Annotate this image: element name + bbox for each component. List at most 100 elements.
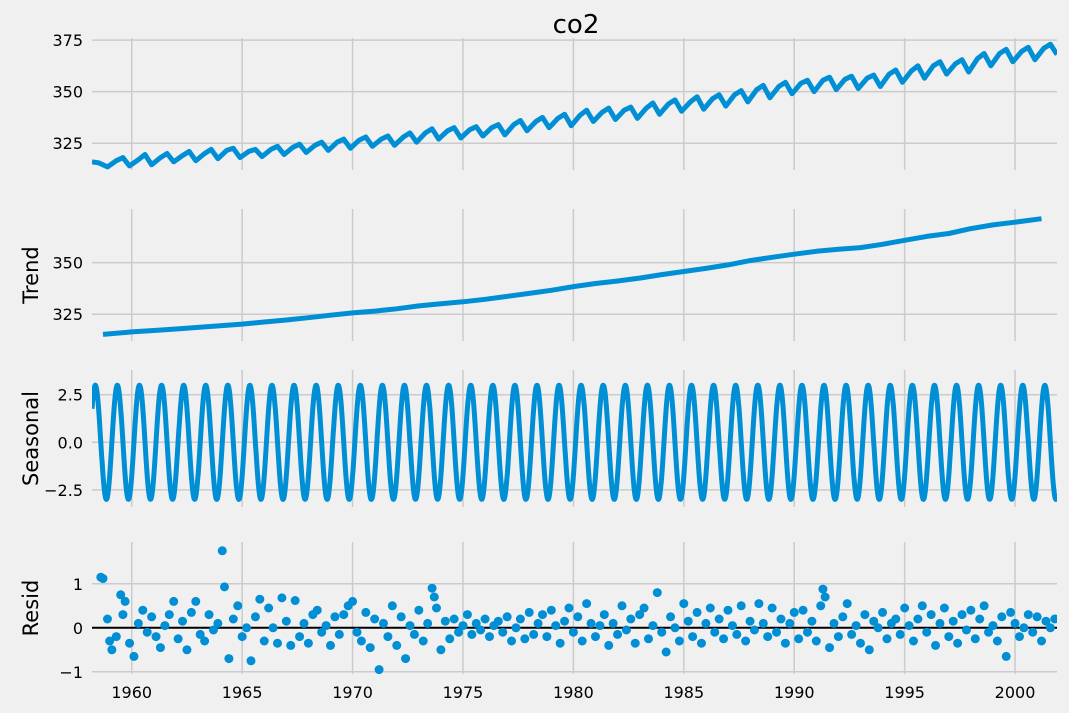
resid-point <box>392 640 402 650</box>
resid-point <box>476 625 486 635</box>
y-tick-label: 325 <box>52 305 83 324</box>
resid-point <box>1037 636 1047 646</box>
resid-point <box>754 599 764 609</box>
resid-point <box>286 640 296 650</box>
resid-point <box>427 583 437 593</box>
resid-point <box>679 599 689 609</box>
resid-point <box>997 612 1007 622</box>
figure-title: co2 <box>553 10 600 40</box>
resid-point <box>178 616 188 626</box>
resid-point <box>604 640 614 650</box>
resid-point <box>361 607 371 617</box>
resid-point <box>317 627 327 637</box>
resid-point <box>1010 618 1020 628</box>
resid-point <box>321 621 331 631</box>
y-tick-label: 375 <box>52 31 83 50</box>
resid-point <box>1028 627 1038 637</box>
resid-point <box>551 621 561 631</box>
resid-point <box>613 629 623 639</box>
resid-point <box>780 638 790 648</box>
resid-point <box>462 610 472 620</box>
resid-point <box>204 610 214 620</box>
panel-trend: 325 350 Trend <box>19 209 1057 341</box>
resid-point <box>701 618 711 628</box>
x-tick-label: 1975 <box>443 683 484 702</box>
resid-point <box>785 618 795 628</box>
resid-point <box>873 623 883 633</box>
resid-point <box>582 599 592 609</box>
resid-point <box>147 612 157 622</box>
resid-point <box>228 614 238 624</box>
resid-point <box>590 632 600 642</box>
resid-point <box>560 616 570 626</box>
resid-point <box>436 645 446 655</box>
resid-point <box>621 625 631 635</box>
resid-point <box>1019 623 1029 633</box>
resid-point <box>334 629 344 639</box>
resid-point <box>259 636 269 646</box>
x-tick-label: 1985 <box>663 683 704 702</box>
resid-point <box>935 618 945 628</box>
y-tick-label: 0.0 <box>58 433 83 452</box>
resid-point <box>1032 612 1042 622</box>
y-tick-label: 350 <box>52 83 83 102</box>
resid-point <box>630 638 640 648</box>
resid-point <box>573 612 583 622</box>
resid-point <box>383 632 393 642</box>
resid-point <box>1006 607 1016 617</box>
resid-point <box>1041 616 1051 626</box>
resid-point <box>484 632 494 642</box>
resid-point <box>208 625 218 635</box>
series-line-trend <box>102 216 1042 337</box>
series-line-seasonal <box>92 382 1057 502</box>
resid-point <box>719 634 729 644</box>
x-tick-label: 2000 <box>995 683 1036 702</box>
resid-point <box>652 588 662 598</box>
resid-point <box>732 629 742 639</box>
resid-point <box>772 627 782 637</box>
resid-point <box>816 601 826 611</box>
y-axis-title: Seasonal <box>19 391 43 486</box>
resid-point <box>281 616 291 626</box>
resid-point <box>414 605 424 615</box>
resid-point <box>1023 610 1033 620</box>
resid-point <box>169 596 179 606</box>
resid-point <box>961 625 971 635</box>
resid-point <box>931 640 941 650</box>
resid-point <box>882 634 892 644</box>
resid-point <box>471 618 481 628</box>
resid-point <box>138 605 148 615</box>
resid-point <box>107 645 117 655</box>
resid-point <box>904 621 914 631</box>
resid-point <box>546 605 556 615</box>
resid-point <box>102 614 112 624</box>
resid-point <box>312 605 322 615</box>
resid-point <box>639 603 649 613</box>
resid-point <box>440 616 450 626</box>
resid-point <box>365 643 375 653</box>
resid-point <box>133 618 143 628</box>
x-tick-label: 1960 <box>111 683 152 702</box>
x-tick-label: 1995 <box>884 683 925 702</box>
resid-point <box>957 610 967 620</box>
plot-area <box>92 41 1057 170</box>
resid-point <box>98 574 108 584</box>
resid-point <box>458 621 468 631</box>
resid-point <box>966 605 976 615</box>
resid-point <box>125 638 135 648</box>
resid-point <box>142 627 152 637</box>
resid-point <box>1045 623 1055 633</box>
resid-point <box>705 603 715 613</box>
resid-point <box>555 638 565 648</box>
resid-point <box>217 546 227 556</box>
resid-point <box>370 614 380 624</box>
resid-point <box>975 614 985 624</box>
resid-point <box>116 590 126 600</box>
plot-area <box>92 382 1057 502</box>
resid-point <box>807 616 817 626</box>
resid-point <box>480 614 490 624</box>
resid-point <box>151 632 161 642</box>
resid-point <box>714 614 724 624</box>
y-axis-title: Resid <box>19 580 43 637</box>
